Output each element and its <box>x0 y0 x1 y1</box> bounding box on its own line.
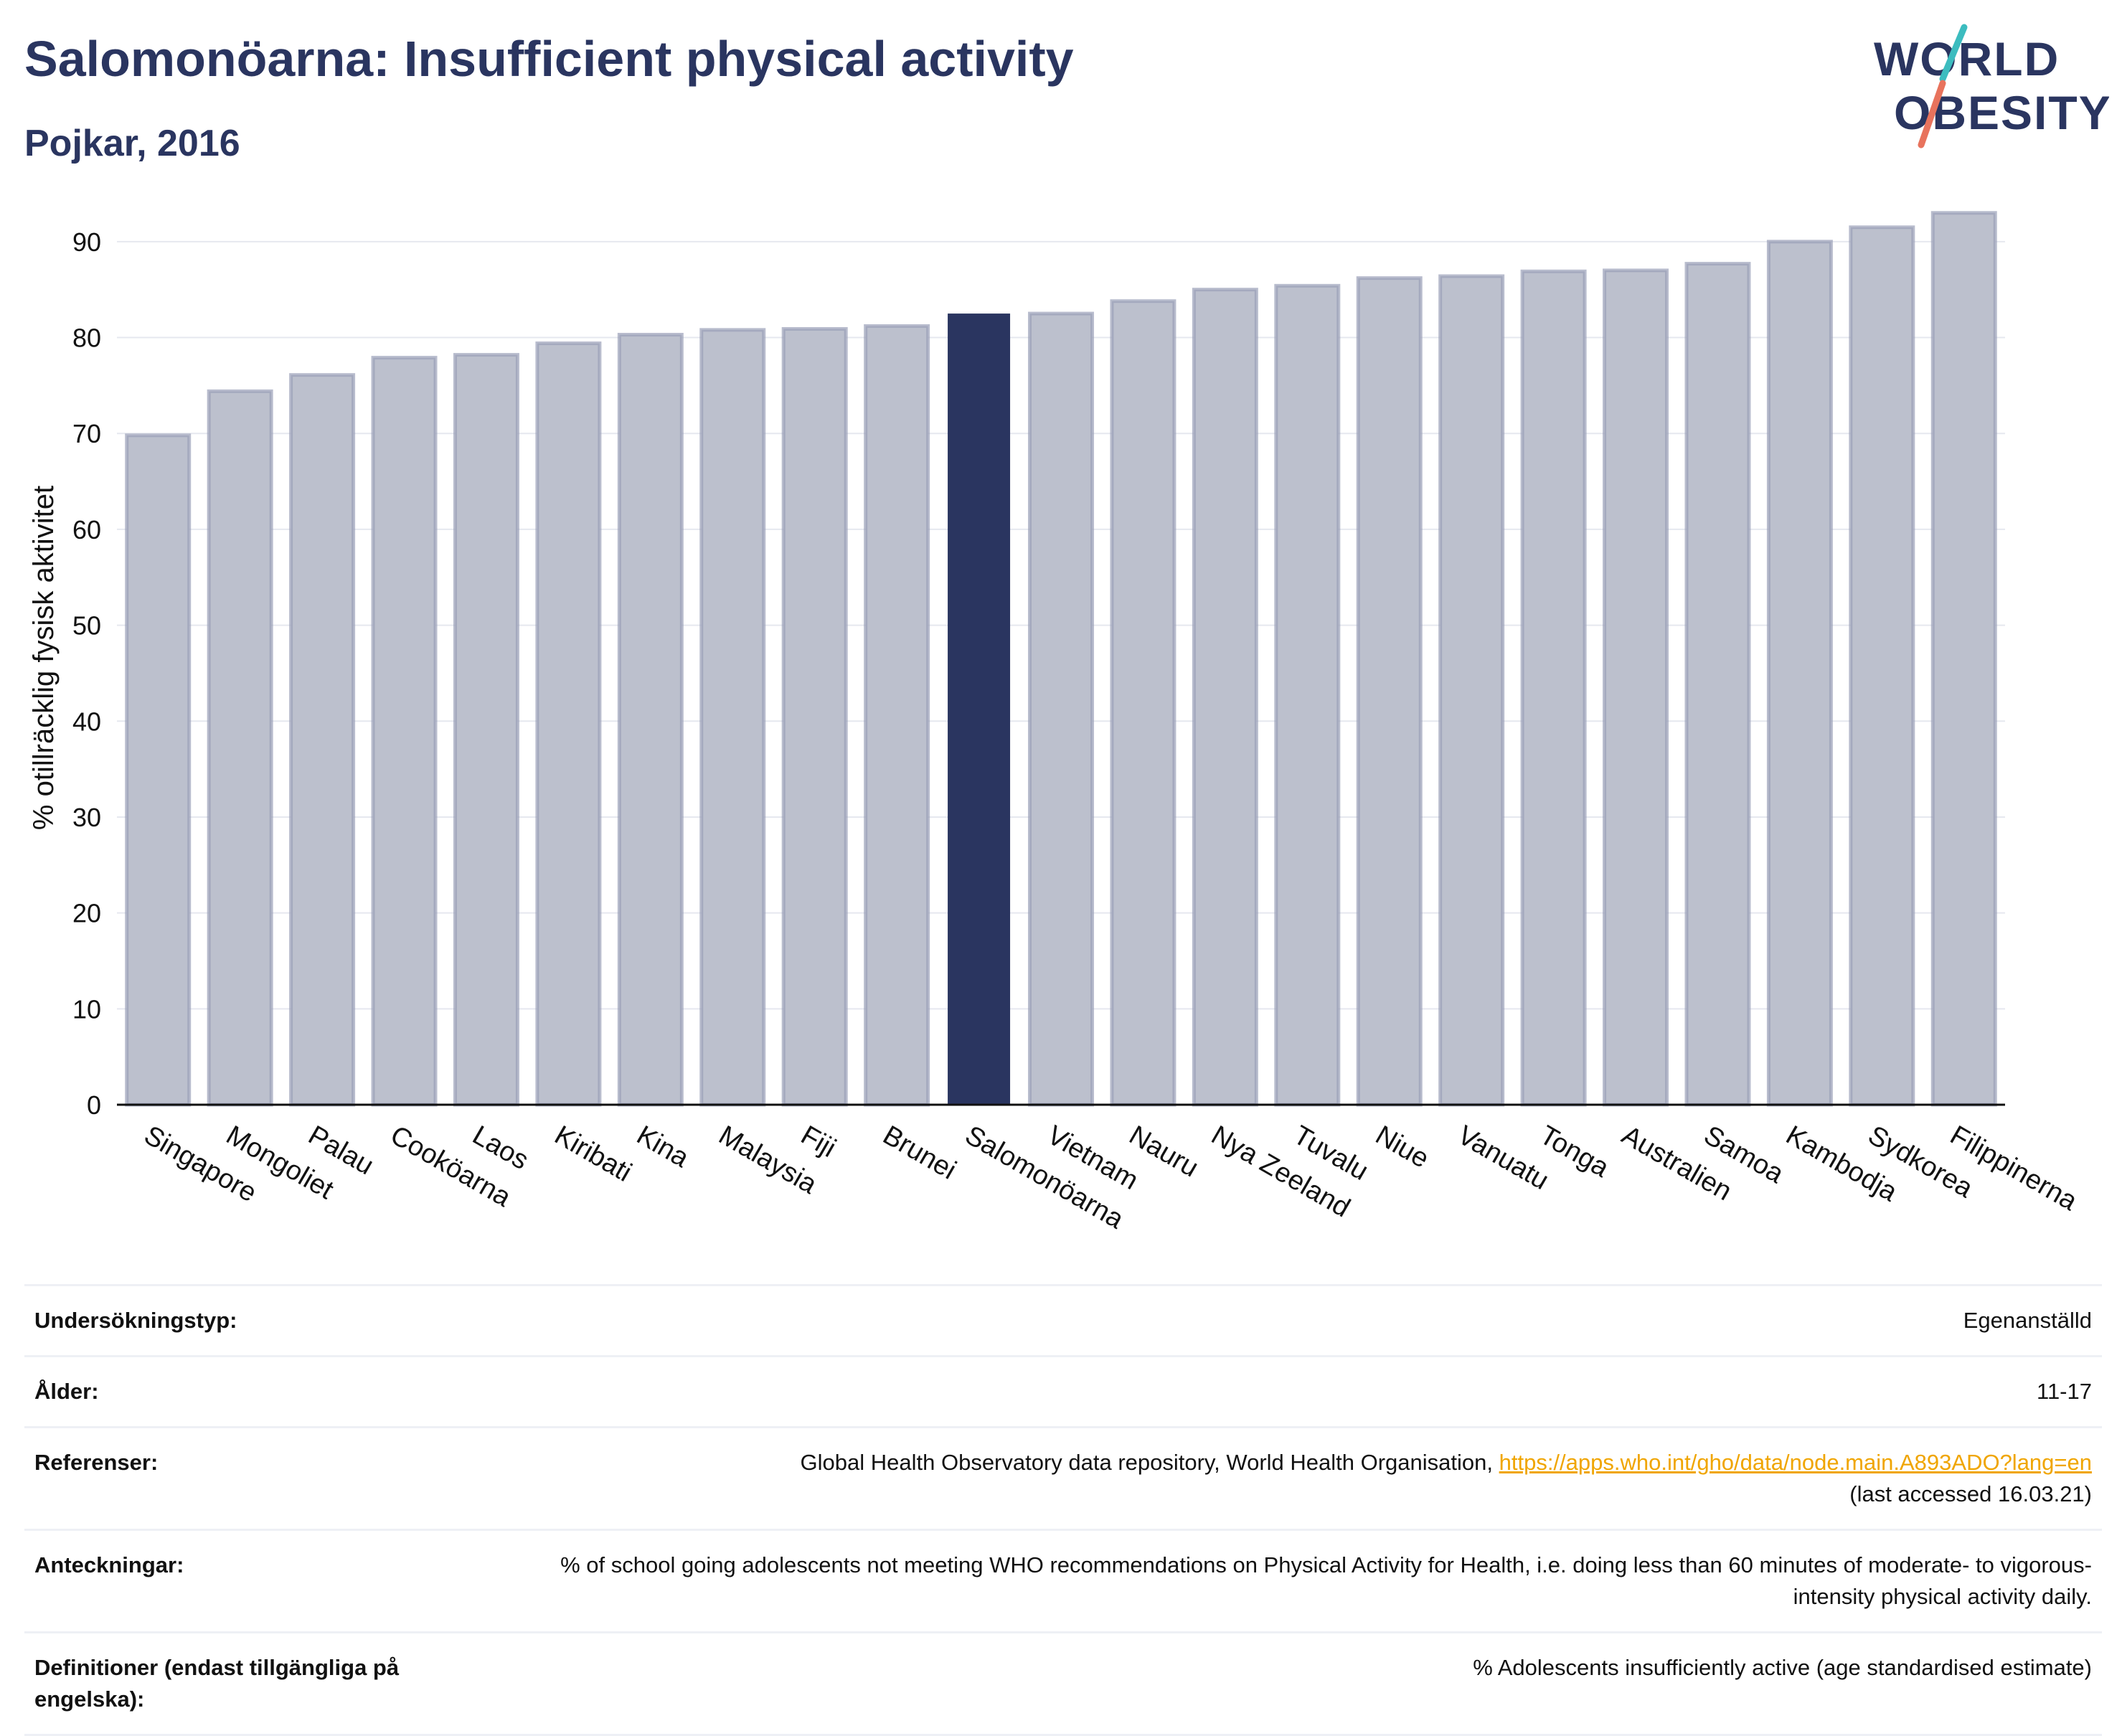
world-obesity-logo: WORLD OBESITY <box>1874 24 2109 148</box>
table-row: Anteckningar: % of school going adolesce… <box>24 1529 2102 1633</box>
bar <box>699 328 766 1107</box>
table-row: Ålder: 11-17 <box>24 1356 2102 1428</box>
y-tick-label: 30 <box>72 803 101 832</box>
row-key-references: Referenser: <box>34 1450 159 1475</box>
bar <box>1356 276 1423 1107</box>
row-key-definitions: Definitioner (endast tillgängliga på eng… <box>34 1655 400 1712</box>
y-tick-label: 80 <box>72 324 101 353</box>
metadata-table: Undersökningstyp: Egenanställd Ålder: 11… <box>24 1284 2102 1736</box>
y-tick-labels: 0 10 20 30 40 50 60 70 80 90 <box>72 227 101 1120</box>
bar <box>1684 262 1751 1107</box>
x-tick-label: Fiji <box>796 1120 841 1164</box>
x-tick-label: Vanuatu <box>1453 1120 1554 1196</box>
x-tick-label: Filippinerna <box>1945 1120 2083 1217</box>
y-tick-label: 70 <box>72 419 101 448</box>
bar <box>1192 288 1258 1107</box>
bar <box>289 373 356 1107</box>
bar <box>1849 225 1915 1107</box>
y-tick-label: 0 <box>87 1090 101 1120</box>
y-axis-label: % otillräcklig fysisk aktivitet <box>28 486 60 830</box>
bar <box>1520 269 1587 1107</box>
table-row: Referenser: Global Health Observatory da… <box>24 1427 2102 1530</box>
bar <box>1766 240 1833 1107</box>
x-tick-label: Brunei <box>878 1120 961 1185</box>
bar <box>371 356 438 1107</box>
bars <box>125 211 1997 1107</box>
y-tick-label: 40 <box>72 707 101 736</box>
bar <box>453 353 519 1107</box>
table-row: Undersökningstyp: Egenanställd <box>24 1285 2102 1357</box>
bar <box>864 324 930 1107</box>
bar <box>1110 299 1176 1107</box>
row-value-survey-type: Egenanställd <box>1963 1308 2092 1333</box>
row-value-notes: % of school going adolescents not meetin… <box>560 1552 2092 1609</box>
row-key-age: Ålder: <box>34 1379 99 1404</box>
x-tick-label: Niue <box>1370 1120 1434 1174</box>
bar <box>1603 268 1669 1107</box>
table-row: Definitioner (endast tillgängliga på eng… <box>24 1632 2102 1735</box>
x-tick-label: Kina <box>631 1120 694 1174</box>
row-key-survey-type: Undersökningstyp: <box>34 1308 237 1333</box>
bar <box>781 326 848 1107</box>
row-value-age: 11-17 <box>2037 1379 2092 1404</box>
bar <box>617 333 684 1107</box>
bar-chart: 0 10 20 30 40 50 60 70 80 90 SingaporeMongolietPa… <box>28 211 2083 1235</box>
bar <box>125 433 192 1107</box>
bar <box>535 341 602 1107</box>
row-value-references: Global Health Observatory data repositor… <box>504 1428 2102 1530</box>
reference-accessed: (last accessed 16.03.21) <box>1849 1481 2092 1506</box>
row-value-definitions: % Adolescents insufficiently active (age… <box>1473 1655 2092 1680</box>
bar <box>207 389 273 1107</box>
y-tick-label: 60 <box>72 515 101 544</box>
logo-slash-coral <box>1918 80 1946 148</box>
reference-text: Global Health Observatory data repositor… <box>800 1450 1499 1475</box>
chart-subtitle: Pojkar, 2016 <box>24 123 240 164</box>
reference-link[interactable]: https://apps.who.int/gho/data/node.main.… <box>1499 1450 2092 1475</box>
logo-word-world: WORLD <box>1874 32 2060 85</box>
bar <box>1028 311 1094 1107</box>
bar <box>1930 211 1997 1107</box>
y-tick-label: 50 <box>72 611 101 641</box>
logo-slash-teal <box>1939 24 1968 82</box>
x-tick-label: Kiribati <box>550 1120 637 1187</box>
chart-title: Salomonöarna: Insufficient physical acti… <box>24 31 1074 87</box>
row-key-notes: Anteckningar: <box>34 1552 184 1577</box>
y-tick-label: 90 <box>72 227 101 257</box>
bar <box>1438 274 1505 1107</box>
y-tick-label: 10 <box>72 994 101 1024</box>
bar <box>1274 283 1341 1107</box>
y-tick-label: 20 <box>72 899 101 928</box>
bar <box>948 313 1011 1105</box>
